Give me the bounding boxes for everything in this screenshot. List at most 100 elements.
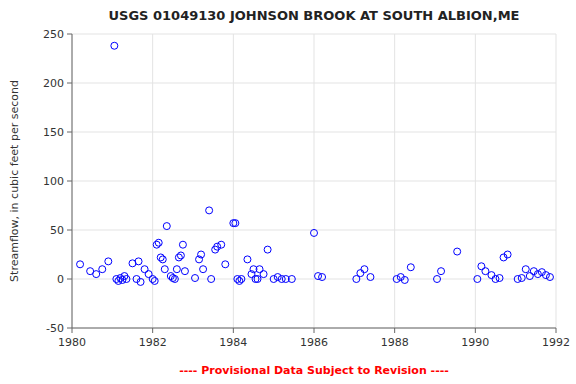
x-tick-label: 1986 xyxy=(300,336,328,349)
y-tick xyxy=(67,181,72,182)
point xyxy=(208,276,215,283)
point xyxy=(270,276,277,283)
point xyxy=(401,276,408,283)
point xyxy=(175,254,182,261)
point xyxy=(454,248,461,255)
y-tick xyxy=(67,132,72,133)
y-tick xyxy=(67,230,72,231)
x-tick xyxy=(394,328,395,333)
y-tick-label: 200 xyxy=(43,77,64,90)
point xyxy=(123,276,130,283)
point xyxy=(200,266,207,273)
point xyxy=(145,271,152,278)
point xyxy=(238,276,245,283)
grid-line-y xyxy=(72,181,556,182)
point xyxy=(496,275,503,282)
point xyxy=(137,278,144,285)
axes: 1980 1982 1984 1986 1988 1990 1992 -50 0 50 100 150… xyxy=(43,28,570,349)
point xyxy=(534,271,541,278)
point xyxy=(438,268,445,275)
point xyxy=(504,251,511,258)
point xyxy=(361,266,368,273)
y-tick-label: 50 xyxy=(50,224,64,237)
title: USGS 01049130 JOHNSON BROOK AT SOUTH ALB… xyxy=(109,8,520,23)
point xyxy=(232,220,239,227)
point xyxy=(357,270,364,277)
x-tick-label: 1992 xyxy=(542,336,570,349)
point xyxy=(206,207,213,214)
point xyxy=(244,256,251,263)
annotation: ---- Provisional Data Subject to Revisio… xyxy=(179,364,449,377)
point xyxy=(274,274,281,281)
y-axis-label: Streamflow, in cubic feet per second xyxy=(8,80,21,282)
point xyxy=(177,252,184,259)
point xyxy=(155,239,162,246)
point xyxy=(367,274,374,281)
point xyxy=(105,258,112,265)
point xyxy=(434,276,441,283)
x-tick xyxy=(475,328,476,333)
point xyxy=(181,268,188,275)
points xyxy=(77,42,554,285)
point xyxy=(93,271,100,278)
point xyxy=(236,277,243,284)
point xyxy=(278,276,285,283)
point xyxy=(260,271,267,278)
y-tick-label: -50 xyxy=(46,322,64,335)
point xyxy=(141,266,148,273)
point xyxy=(522,266,529,273)
y-tick xyxy=(67,328,72,329)
point xyxy=(163,223,170,230)
point xyxy=(161,266,168,273)
x-tick xyxy=(152,328,153,333)
x-tick-label: 1984 xyxy=(219,336,247,349)
point xyxy=(311,229,318,236)
y-tick-label: 250 xyxy=(43,28,64,41)
point xyxy=(173,266,180,273)
point xyxy=(192,275,199,282)
y-tick-label: 150 xyxy=(43,126,64,139)
point xyxy=(526,273,533,280)
x-tick-label: 1982 xyxy=(139,336,167,349)
point xyxy=(222,261,229,268)
point xyxy=(478,263,485,270)
point xyxy=(111,42,118,49)
point xyxy=(474,276,481,283)
point xyxy=(264,246,271,253)
point xyxy=(256,266,263,273)
point xyxy=(288,276,295,283)
point xyxy=(407,264,414,271)
y-tick xyxy=(67,279,72,280)
point xyxy=(151,277,158,284)
x-tick-label: 1988 xyxy=(381,336,409,349)
y-tick xyxy=(67,83,72,84)
grid-line-y xyxy=(72,132,556,133)
x-tick xyxy=(556,328,557,333)
chart: 1980 1982 1984 1986 1988 1990 1992 -50 0 50 100 150… xyxy=(0,0,576,384)
y-tick-label: 0 xyxy=(57,273,64,286)
point xyxy=(393,276,400,283)
point xyxy=(135,258,142,265)
x-tick-label: 1990 xyxy=(461,336,489,349)
point xyxy=(198,251,205,258)
point xyxy=(542,272,549,279)
y-tick-label: 100 xyxy=(43,175,64,188)
point xyxy=(179,241,186,248)
grid-line-y xyxy=(72,83,556,84)
x-tick xyxy=(314,328,315,333)
x-tick xyxy=(72,328,73,333)
point xyxy=(218,241,225,248)
x-tick-label: 1980 xyxy=(58,336,86,349)
point xyxy=(319,274,326,281)
point xyxy=(153,241,160,248)
x-tick xyxy=(233,328,234,333)
y-tick xyxy=(67,34,72,35)
grid xyxy=(72,34,556,328)
point xyxy=(234,276,241,283)
grid-line-y xyxy=(72,279,556,280)
point xyxy=(171,276,178,283)
point xyxy=(159,256,166,263)
point xyxy=(254,276,261,283)
point xyxy=(99,266,106,273)
point xyxy=(157,254,164,261)
